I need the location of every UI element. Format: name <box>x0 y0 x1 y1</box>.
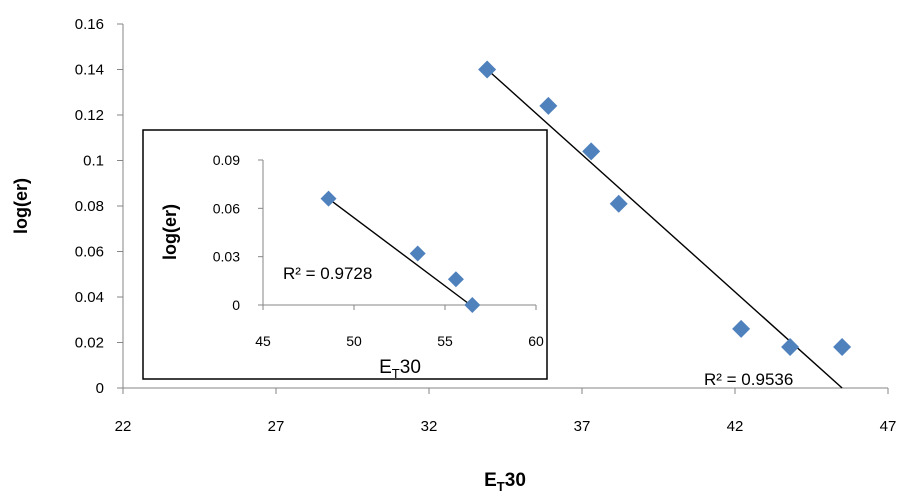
x-tick-label: 27 <box>268 418 285 435</box>
x-tick-label: 55 <box>437 333 453 349</box>
y-tick-label: 0.1 <box>83 153 104 170</box>
y-tick-label: 0 <box>96 380 104 397</box>
y-axis-title: log(er) <box>11 178 31 234</box>
inset-frame <box>142 129 548 380</box>
x-tick-label: 22 <box>115 418 132 435</box>
x-axis-title: ET30 <box>379 357 421 381</box>
data-point <box>320 190 337 207</box>
x-axis-title: ET30 <box>484 470 526 493</box>
data-point <box>409 245 426 262</box>
x-tick-label: 47 <box>880 418 897 435</box>
y-tick-label: 0.08 <box>75 198 104 215</box>
x-axis-title-main: E <box>379 357 392 378</box>
x-axis-title-subscript: T <box>497 479 505 493</box>
y-tick-label: 0.14 <box>75 62 104 79</box>
data-point <box>464 297 481 313</box>
trendline <box>328 198 471 306</box>
trendline <box>486 68 843 389</box>
x-tick-label: 42 <box>727 418 744 435</box>
data-point <box>478 60 497 79</box>
r-squared-annotation: R² = 0.9728 <box>283 264 372 283</box>
x-axis-title-subscript: T <box>392 366 400 381</box>
x-tick-label: 50 <box>346 333 362 349</box>
x-axis-title-tail: 30 <box>505 470 526 491</box>
main-chart: 0 0.02 0.04 0.06 0.08 0.1 0.12 0.14 0.16 22 27 32 37… <box>11 16 897 494</box>
x-tick-label: 45 <box>255 333 271 349</box>
data-point <box>609 194 628 213</box>
data-point <box>732 319 751 338</box>
data-point <box>833 338 852 357</box>
r-squared-annotation: R² = 0.9536 <box>704 370 793 389</box>
x-tick-label: 32 <box>421 418 438 435</box>
inset-chart: 0 0.03 0.06 0.09 45 50 55 60 R² = 0.9728 log(er) E… <box>142 129 548 381</box>
y-axis-title: log(er) <box>160 204 180 260</box>
y-tick-label: 0.16 <box>75 16 104 33</box>
x-axis-title-main: E <box>484 470 497 491</box>
y-tick-label: 0.06 <box>75 244 104 261</box>
y-tick-label: 0.02 <box>75 335 104 352</box>
data-point <box>582 142 601 161</box>
x-axis-title-tail: 30 <box>400 357 421 378</box>
data-point <box>539 96 558 115</box>
x-tick-label: 37 <box>574 418 591 435</box>
y-tick-label: 0.04 <box>75 289 104 306</box>
data-point <box>781 338 800 357</box>
y-tick-label: 0.09 <box>213 152 240 168</box>
y-tick-label: 0.12 <box>75 107 104 124</box>
x-tick-label: 60 <box>528 333 544 349</box>
y-tick-label: 0 <box>232 297 240 313</box>
data-point <box>447 271 464 288</box>
y-tick-label: 0.06 <box>213 200 240 216</box>
y-tick-label: 0.03 <box>213 249 240 265</box>
